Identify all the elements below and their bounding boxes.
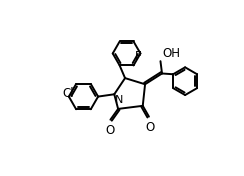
Text: N: N xyxy=(115,95,123,105)
Text: O: O xyxy=(105,124,114,137)
Text: O: O xyxy=(145,121,154,134)
Text: Cl: Cl xyxy=(62,87,74,100)
Text: F: F xyxy=(135,50,142,63)
Text: OH: OH xyxy=(163,47,181,60)
